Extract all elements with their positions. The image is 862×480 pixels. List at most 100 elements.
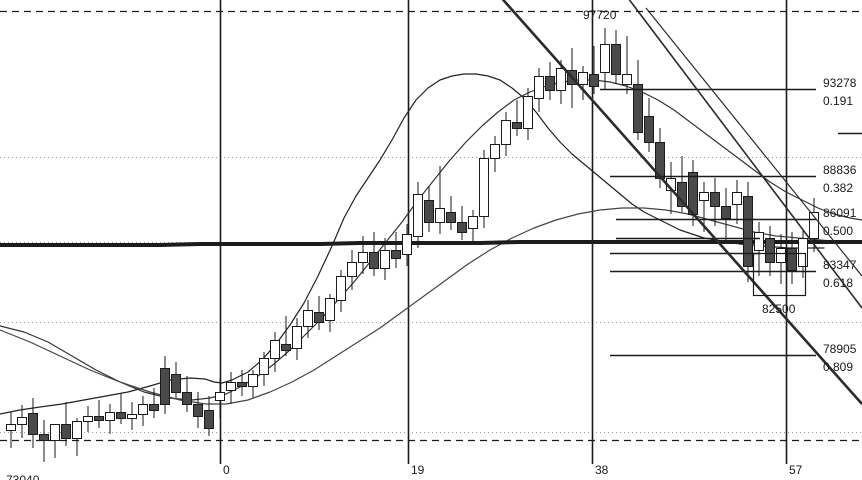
candle-body-up (468, 216, 478, 229)
fib-ratio-label: 0.618 (823, 276, 853, 290)
candle[interactable] (237, 370, 247, 396)
candle[interactable] (116, 394, 126, 424)
candle[interactable] (644, 98, 654, 152)
candle[interactable] (589, 46, 599, 94)
candle[interactable] (281, 316, 291, 356)
inner-downtrend (645, 7, 862, 277)
candle[interactable] (171, 362, 181, 398)
candle[interactable] (303, 300, 313, 338)
candle-body-down (644, 116, 654, 143)
candle-body-down (589, 74, 599, 87)
candle[interactable] (545, 62, 555, 100)
candle-body-down (611, 44, 621, 75)
candle[interactable] (479, 150, 489, 228)
candle[interactable] (83, 406, 93, 432)
candle[interactable] (809, 198, 819, 252)
candle[interactable] (17, 405, 27, 438)
candle[interactable] (424, 186, 434, 232)
candle[interactable] (314, 296, 324, 330)
candle[interactable] (248, 370, 258, 398)
candle[interactable] (435, 166, 445, 234)
candle[interactable] (633, 60, 643, 140)
candle[interactable] (259, 352, 269, 386)
candle[interactable] (765, 226, 775, 276)
candle-body-up (523, 96, 533, 129)
candle[interactable] (369, 232, 379, 276)
candle[interactable] (490, 136, 500, 172)
candle-body-down (391, 250, 401, 259)
candle[interactable] (787, 232, 797, 284)
candle[interactable] (754, 222, 764, 276)
candle[interactable] (105, 404, 115, 434)
ma-slow (0, 207, 862, 405)
candle[interactable] (50, 424, 60, 458)
candle[interactable] (160, 356, 170, 414)
candle[interactable] (182, 376, 192, 412)
candle-body-up (490, 144, 500, 159)
candle[interactable] (721, 188, 731, 240)
price-range-box[interactable] (752, 252, 807, 297)
candlesticks-group[interactable] (6, 28, 819, 462)
candle[interactable] (512, 100, 522, 136)
candle[interactable] (149, 388, 159, 418)
candle[interactable] (138, 396, 148, 426)
candle[interactable] (226, 372, 236, 404)
candle[interactable] (699, 182, 709, 232)
candle[interactable] (347, 250, 357, 290)
candle[interactable] (611, 30, 621, 84)
ma-fast (0, 73, 825, 415)
candle[interactable] (413, 182, 423, 248)
candle[interactable] (336, 270, 346, 312)
candle[interactable] (501, 112, 511, 156)
candle[interactable] (292, 318, 302, 360)
candle[interactable] (215, 378, 225, 418)
candle-body-up (248, 374, 258, 387)
candle[interactable] (193, 392, 203, 428)
candle-body-down (193, 404, 203, 417)
candle[interactable] (402, 224, 412, 266)
swing-high-label: 97720 (583, 8, 617, 22)
candle[interactable] (622, 36, 632, 94)
candle[interactable] (6, 412, 16, 448)
candle-body-down (94, 416, 104, 421)
candle[interactable] (325, 294, 335, 332)
fib-ratio-label: 0.191 (823, 94, 853, 108)
candle[interactable] (61, 402, 71, 446)
candle[interactable] (72, 418, 82, 456)
candle-body-down (61, 424, 71, 439)
candle[interactable] (468, 210, 478, 244)
candle[interactable] (523, 88, 533, 140)
candle-body-down (369, 252, 379, 269)
candle[interactable] (28, 398, 38, 448)
candle-body-up (479, 158, 489, 217)
candle[interactable] (358, 236, 368, 274)
candle[interactable] (380, 238, 390, 280)
candle-body-down (39, 434, 49, 441)
candle[interactable] (94, 400, 104, 428)
candle[interactable] (457, 206, 467, 240)
candle[interactable] (556, 60, 566, 104)
candle[interactable] (534, 68, 544, 112)
candle-body-up (259, 358, 269, 375)
candle[interactable] (732, 180, 742, 224)
candle-body-up (798, 238, 808, 267)
candle[interactable] (710, 178, 720, 226)
candle[interactable] (776, 234, 786, 284)
candle-body-up (699, 192, 709, 201)
candle[interactable] (743, 182, 753, 282)
trendlines-group (501, 0, 862, 405)
candle[interactable] (446, 196, 456, 230)
candle-body-down (512, 122, 522, 129)
candle-body-down (237, 382, 247, 387)
candle[interactable] (391, 232, 401, 268)
x-axis-tick-label: 57 (789, 463, 803, 477)
candle[interactable] (578, 66, 588, 100)
candle[interactable] (39, 420, 49, 462)
candle[interactable] (270, 332, 280, 372)
candle[interactable] (127, 402, 137, 430)
candle[interactable] (600, 28, 610, 90)
candle[interactable] (204, 396, 214, 436)
selection-box-group[interactable] (752, 252, 807, 297)
